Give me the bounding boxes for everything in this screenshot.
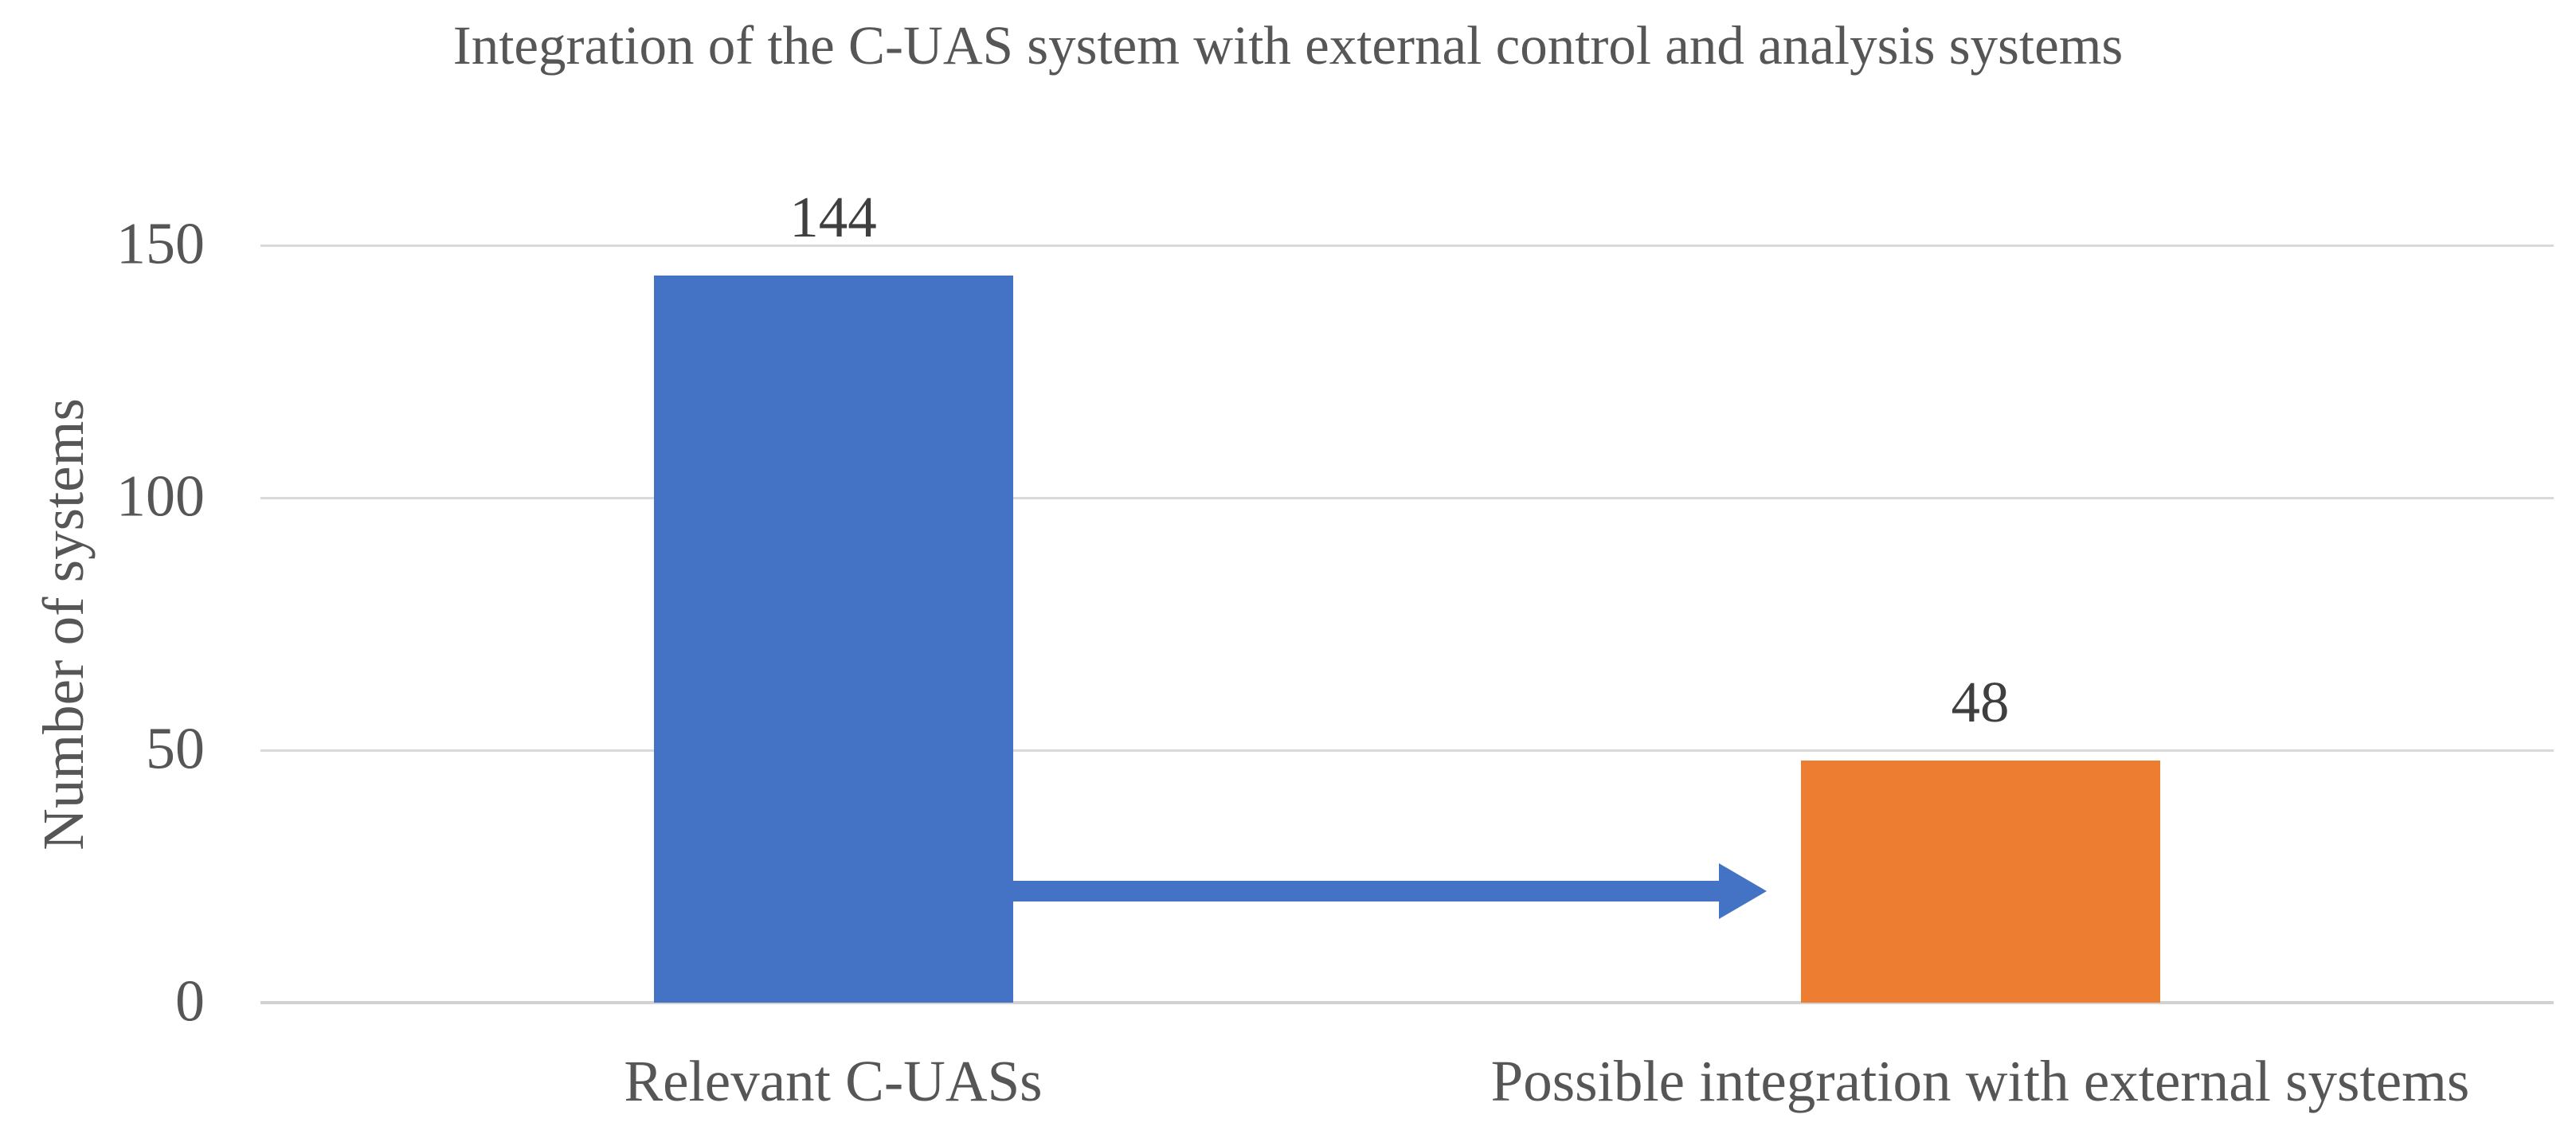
- x-axis-line: [260, 1001, 2554, 1004]
- value-label-relevant-c-uass: 144: [789, 185, 877, 250]
- gridline-50: [260, 749, 2554, 752]
- x-axis-label-relevant-c-uass: Relevant C-UASs: [624, 1049, 1043, 1113]
- bar-relevant-c-uass: [653, 276, 1013, 1003]
- bar-possible-integration-with-external-systems: [1800, 760, 2160, 1003]
- y-tick-label-0: 0: [175, 968, 205, 1034]
- value-label-possible-integration-with-external-systems: 48: [1951, 669, 2010, 734]
- y-tick-label-50: 50: [146, 716, 205, 782]
- y-tick-label-100: 100: [116, 463, 205, 530]
- chart-title: Integration of the C-UAS system with ext…: [452, 15, 2124, 76]
- y-axis-title: Number of systems: [31, 398, 96, 851]
- gridline-150: [260, 244, 2554, 247]
- x-axis-label-possible-integration-with-external-systems: Possible integration with external syste…: [1490, 1049, 2470, 1113]
- y-tick-label-150: 150: [116, 211, 205, 277]
- integration-arrow-shape: [1012, 863, 1767, 919]
- gridline-100: [260, 496, 2554, 499]
